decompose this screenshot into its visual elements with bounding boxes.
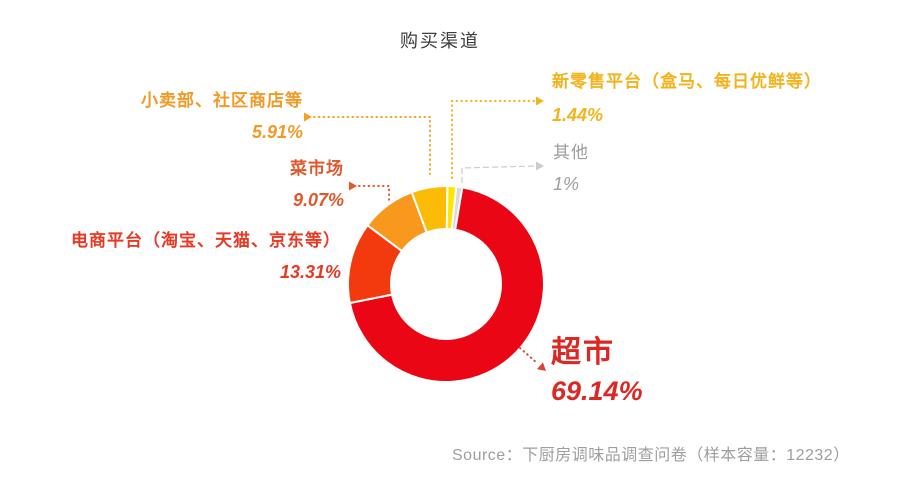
label-newretail: 新零售平台（盒马、每日优鲜等） <box>552 72 822 91</box>
value-newretail: 1.44% <box>552 105 604 125</box>
source-note: Source：下厨房调味品调查问卷（样本容量：12232） <box>452 447 850 464</box>
value-supermarket: 69.14% <box>551 376 643 406</box>
chart-title: 购买渠道 <box>400 31 480 51</box>
label-ecommerce: 电商平台（淘宝、天猫、京东等） <box>71 231 341 250</box>
label-group-ecommerce: 电商平台（淘宝、天猫、京东等） 13.31% <box>71 232 341 282</box>
label-group-shop: 小卖部、社区商店等 5.91% <box>141 92 303 142</box>
value-ecommerce: 13.31% <box>279 262 341 282</box>
label-supermarket: 超市 <box>551 336 615 369</box>
label-shop: 小卖部、社区商店等 <box>141 91 303 110</box>
label-other: 其他 <box>553 143 589 162</box>
leader-line-supermarket <box>519 347 538 364</box>
leader-line-other <box>461 165 537 183</box>
label-group-market: 菜市场 9.07% <box>290 160 344 210</box>
value-market: 9.07% <box>292 190 344 210</box>
leader-arrow-shop <box>304 112 312 122</box>
label-group-other: 其他 1% <box>553 144 589 194</box>
leader-arrow-newretail <box>536 96 544 106</box>
leader-arrow-other <box>536 161 544 171</box>
label-market: 菜市场 <box>290 159 344 178</box>
leader-line-newretail <box>451 100 536 179</box>
leader-arrow-market <box>349 181 357 191</box>
label-group-supermarket: 超市 69.14% <box>551 336 643 406</box>
leader-arrow-supermarket <box>537 362 546 371</box>
leader-line-market <box>358 185 390 204</box>
slice-newretail <box>445 185 458 231</box>
slice-supermarket <box>348 186 545 383</box>
leader-line-shop <box>313 116 431 175</box>
value-shop: 5.91% <box>251 122 303 142</box>
value-other: 1% <box>553 174 580 194</box>
label-group-newretail: 新零售平台（盒马、每日优鲜等） 1.44% <box>552 73 822 125</box>
